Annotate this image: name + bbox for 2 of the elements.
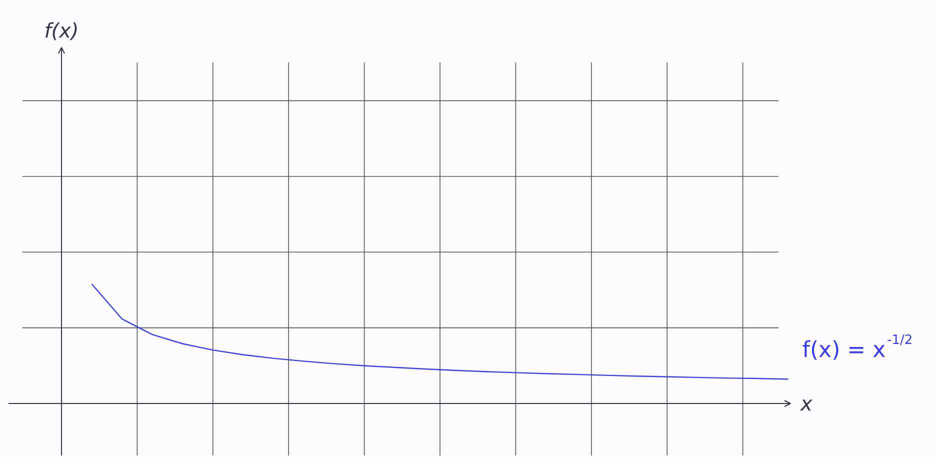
- x-axis-title: x: [800, 392, 812, 416]
- text: f(x): [44, 18, 79, 42]
